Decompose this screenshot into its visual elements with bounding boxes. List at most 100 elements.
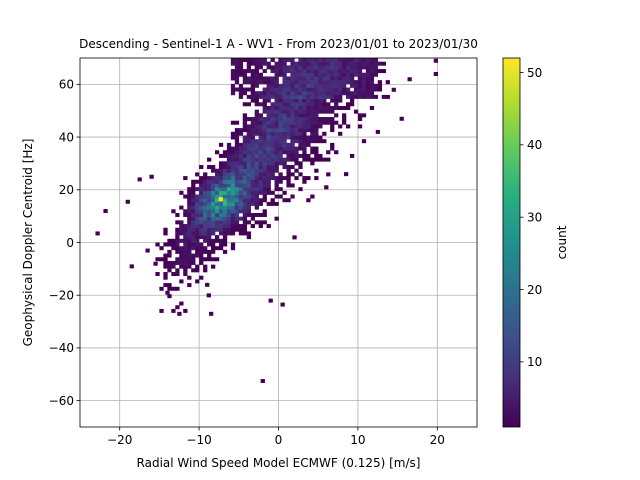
- heatmap-cell: [318, 105, 323, 110]
- heatmap-cell: [314, 91, 319, 96]
- heatmap-cell: [314, 153, 319, 158]
- heatmap-cell: [254, 113, 259, 118]
- heatmap-cell: [211, 205, 216, 210]
- heatmap-cell: [238, 142, 244, 147]
- heatmap-cell: [258, 157, 263, 162]
- heatmap-cell: [226, 150, 232, 155]
- heatmap-cell: [314, 83, 319, 88]
- heatmap-cell: [163, 264, 168, 269]
- heatmap-cell: [330, 128, 335, 133]
- heatmap-cell: [262, 87, 267, 92]
- heatmap-cell: [266, 165, 271, 169]
- heatmap-cell: [262, 183, 267, 188]
- heatmap-cell: [282, 120, 287, 125]
- heatmap-cell: [306, 102, 311, 107]
- heatmap-cell: [226, 168, 232, 173]
- heatmap-cell: [183, 194, 188, 199]
- heatmap-cell: [270, 128, 275, 133]
- heatmap-cell: [345, 94, 351, 99]
- heatmap-cell: [199, 216, 204, 221]
- heatmap-cell: [207, 187, 212, 192]
- heatmap-cell: [310, 94, 315, 99]
- heatmap-cell: [242, 220, 248, 225]
- heatmap-cell: [246, 146, 252, 151]
- heatmap-cell: [330, 142, 335, 147]
- heatmap-cell: [258, 120, 263, 125]
- heatmap-cell: [238, 190, 244, 195]
- heatmap-cell: [274, 142, 279, 147]
- heatmap-cell: [155, 242, 160, 247]
- heatmap-cell: [298, 109, 303, 114]
- heatmap-cell: [203, 212, 208, 217]
- heatmap-cell: [234, 69, 240, 74]
- heatmap-cell: [234, 142, 240, 147]
- heatmap-cell: [222, 231, 228, 236]
- heatmap-cell: [318, 135, 323, 140]
- heatmap-cell: [211, 257, 216, 262]
- heatmap-cell: [274, 65, 279, 70]
- heatmap-cell: [298, 87, 303, 92]
- heatmap-cell: [262, 76, 267, 81]
- heatmap-cell: [226, 201, 232, 206]
- heatmap-cell: [318, 120, 323, 125]
- heatmap-cell: [222, 176, 228, 181]
- heatmap-cell: [314, 105, 319, 110]
- heatmap-cell: [214, 238, 220, 243]
- heatmap-cell: [298, 98, 303, 103]
- heatmap-cell: [254, 131, 259, 136]
- heatmap-cell: [302, 91, 307, 96]
- heatmap-cell: [195, 216, 200, 221]
- heatmap-cell: [195, 279, 200, 284]
- heatmap-cell: [234, 65, 240, 70]
- heatmap-cell: [314, 87, 319, 92]
- heatmap-cell: [286, 105, 291, 110]
- heatmap-cell: [242, 157, 248, 162]
- heatmap-cell: [314, 65, 319, 70]
- heatmap-cell: [167, 268, 172, 273]
- heatmap-cell: [246, 135, 252, 140]
- heatmap-cell: [163, 242, 168, 247]
- heatmap-cell: [306, 135, 311, 140]
- heatmap-cell: [195, 227, 200, 232]
- heatmap-cell: [357, 124, 363, 129]
- heatmap-cell: [262, 69, 267, 74]
- heatmap-cell: [183, 264, 188, 269]
- heatmap-cell: [230, 161, 236, 166]
- heatmap-cell: [234, 76, 240, 81]
- heatmap-cell: [353, 94, 359, 99]
- heatmap-cell: [187, 253, 192, 258]
- heatmap-cell: [203, 264, 208, 269]
- y-tick-label: 0: [66, 236, 74, 250]
- heatmap-outlier-cell: [292, 235, 297, 240]
- heatmap-cell: [314, 94, 319, 99]
- heatmap-cell: [167, 283, 172, 288]
- heatmap-cell: [195, 235, 200, 240]
- heatmap-cell: [282, 128, 287, 133]
- heatmap-cell: [266, 135, 271, 140]
- heatmap-cell: [234, 146, 240, 151]
- y-tick-label: −60: [49, 394, 74, 408]
- heatmap-cell: [242, 172, 248, 177]
- heatmap-cell: [270, 146, 275, 151]
- heatmap-cell: [246, 157, 252, 162]
- heatmap-cell: [211, 190, 216, 195]
- heatmap-cell: [187, 275, 192, 280]
- heatmap-cell: [242, 80, 248, 85]
- heatmap-cell: [222, 150, 228, 155]
- heatmap-cell: [238, 231, 244, 236]
- heatmap-cell: [266, 76, 271, 81]
- heatmap-cell: [345, 76, 351, 81]
- heatmap-cell: [226, 161, 232, 166]
- heatmap-cell: [159, 286, 164, 291]
- heatmap-cell: [282, 69, 287, 74]
- heatmap-cell: [179, 279, 184, 284]
- heatmap-cell: [211, 264, 216, 269]
- heatmap-cell: [270, 131, 275, 136]
- heatmap-cell: [361, 76, 367, 81]
- heatmap-cell: [262, 120, 267, 125]
- heatmap-cell: [353, 65, 359, 70]
- heatmap-cell: [282, 72, 287, 77]
- heatmap-cell: [342, 83, 347, 88]
- heatmap-cell: [179, 224, 184, 229]
- heatmap-cell: [183, 227, 188, 232]
